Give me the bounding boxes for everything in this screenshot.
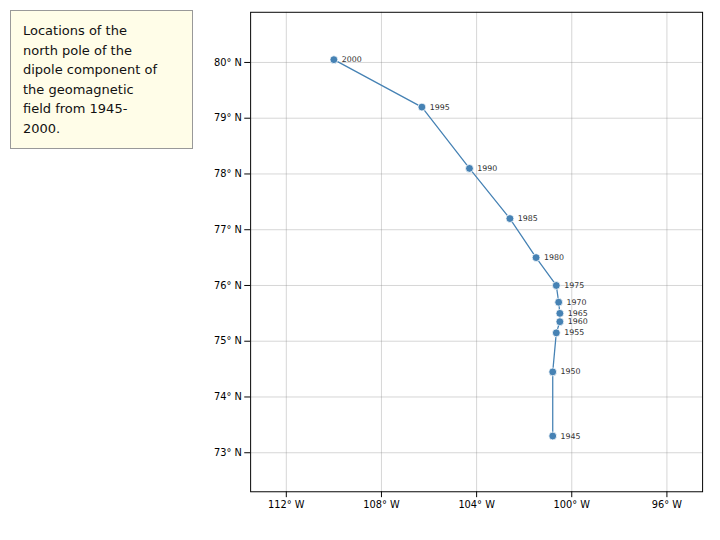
svg-text:76° N: 76° N — [214, 280, 242, 291]
svg-text:77° N: 77° N — [214, 224, 242, 235]
svg-text:80° N: 80° N — [214, 57, 242, 68]
html-text:Locations of the north pole of: Locations of the north pole of the dipol… — [23, 23, 157, 136]
svg-text:108° W: 108° W — [363, 499, 400, 510]
svg-text:1970: 1970 — [567, 298, 587, 307]
svg-text:79° N: 79° N — [214, 112, 242, 123]
svg-text:1950: 1950 — [561, 367, 581, 376]
svg-text:1965: 1965 — [568, 309, 588, 318]
svg-text:78° N: 78° N — [214, 168, 242, 179]
svg-text:112° W: 112° W — [268, 499, 305, 510]
svg-text:1945: 1945 — [561, 432, 581, 441]
svg-text:96° W: 96° W — [652, 499, 683, 510]
svg-text:74° N: 74° N — [214, 391, 242, 402]
svg-text:104° W: 104° W — [459, 499, 496, 510]
svg-text:100° W: 100° W — [554, 499, 591, 510]
svg-text:1955: 1955 — [564, 328, 584, 337]
svg-text:1985: 1985 — [518, 214, 538, 223]
svg-text:75° N: 75° N — [214, 335, 242, 346]
svg-text:1960: 1960 — [568, 317, 588, 326]
svg-text:1980: 1980 — [544, 253, 564, 262]
svg-text:2000: 2000 — [342, 55, 362, 64]
svg-text:73° N: 73° N — [214, 447, 242, 458]
svg-text:1995: 1995 — [430, 103, 450, 112]
svg-text:1975: 1975 — [564, 281, 584, 290]
svg-text:1990: 1990 — [478, 164, 498, 173]
